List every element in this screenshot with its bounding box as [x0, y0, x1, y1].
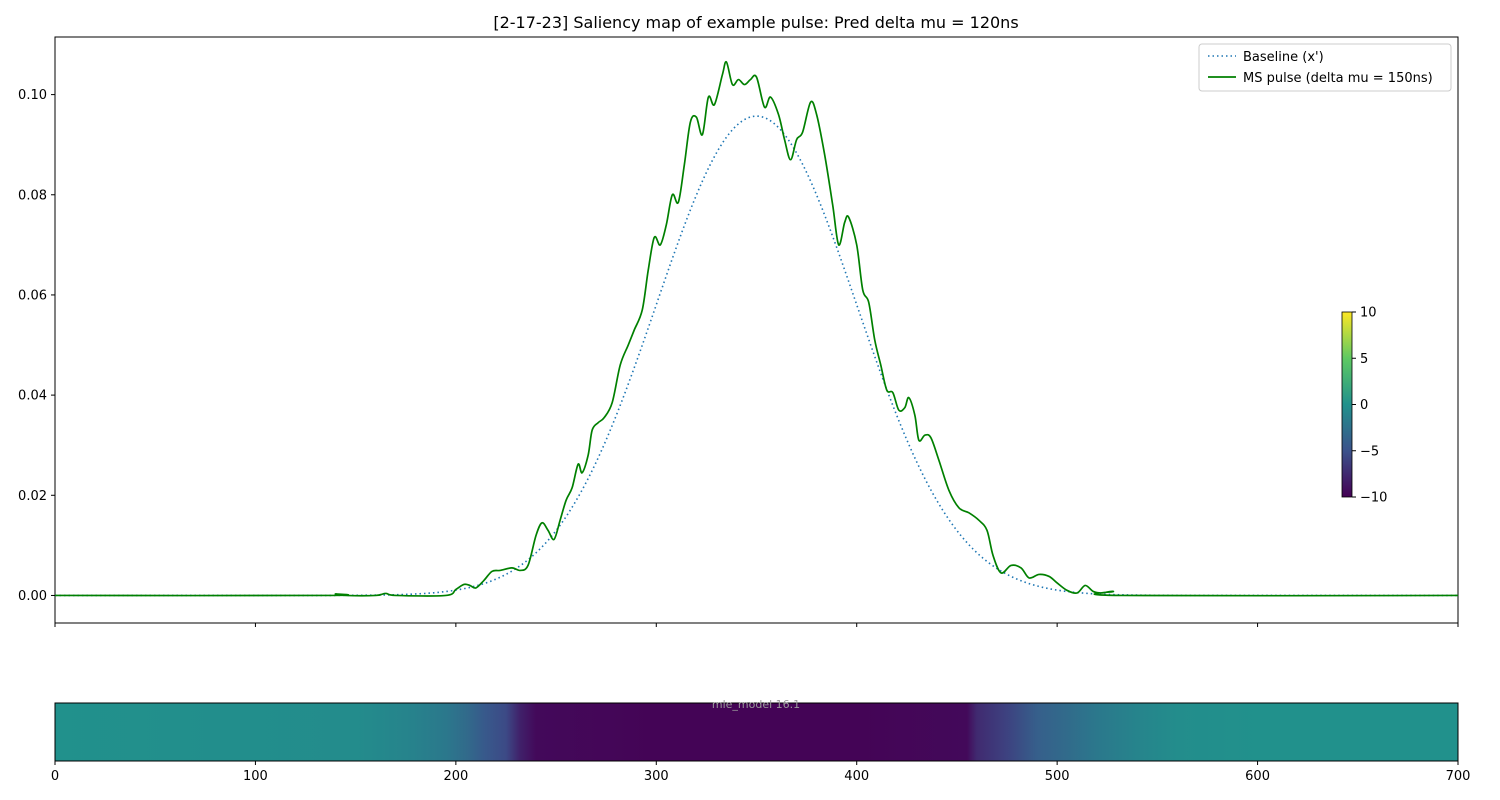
- y-tick-label: 0.00: [18, 589, 47, 604]
- y-tick-label: 0.02: [18, 489, 47, 504]
- colorbar-gradient: [1341, 311, 1353, 498]
- colorbar-tick-label: 10: [1360, 306, 1377, 321]
- x-tick-label: 600: [1245, 769, 1270, 784]
- legend-box: [1198, 43, 1452, 92]
- y-tick-label: 0.04: [18, 389, 47, 404]
- heatmap-overlay-text: mle_model 16.1: [712, 698, 800, 711]
- y-tick-label: 0.10: [18, 88, 47, 103]
- x-tick-label: 200: [443, 769, 468, 784]
- saliency-heatmap: [55, 703, 1458, 761]
- heatmap-frame: [54, 702, 1459, 762]
- saliency-heatmap-axes: mle_model 16.1 0 100 200 300 400 500 600 700: [51, 698, 1471, 784]
- plot-frame: [54, 36, 1459, 624]
- colorbar-tick-label: −5: [1360, 444, 1379, 459]
- x-axis-ticks-heatmap: 0 100 200 300 400 500 600 700: [51, 761, 1471, 784]
- colorbar: 10 5 0 −5 −10: [1341, 306, 1387, 506]
- chart-title: [2-17-23] Saliency map of example pulse:…: [493, 13, 1018, 32]
- legend-label-ms-pulse: MS pulse (delta mu = 150ns): [1243, 71, 1433, 86]
- x-axis-ticks-main: [54, 623, 1459, 627]
- legend: Baseline (x') MS pulse (delta mu = 150ns…: [1198, 43, 1452, 92]
- colorbar-tick-label: 0: [1360, 398, 1368, 413]
- x-tick-label: 0: [51, 769, 59, 784]
- colorbar-tick-label: −10: [1360, 491, 1387, 506]
- colorbar-tick-label: 5: [1360, 352, 1368, 367]
- y-tick-label: 0.06: [18, 288, 47, 303]
- x-tick-label: 100: [243, 769, 268, 784]
- ms-pulse-series-line: [55, 60, 1458, 597]
- legend-label-baseline: Baseline (x'): [1243, 50, 1324, 65]
- line-plot-axes: 0.00 0.02 0.04 0.06 0.08 0.10 Baseline (x') M…: [18, 36, 1459, 627]
- x-tick-label: 500: [1045, 769, 1070, 784]
- baseline-series-line: [55, 115, 1458, 597]
- x-tick-label: 300: [644, 769, 669, 784]
- y-tick-label: 0.08: [18, 188, 47, 203]
- y-axis-ticks: 0.00 0.02 0.04 0.06 0.08 0.10: [18, 88, 55, 604]
- colorbar-ticks: 10 5 0 −5 −10: [1352, 306, 1387, 506]
- x-tick-label: 400: [844, 769, 869, 784]
- x-tick-label: 700: [1446, 769, 1471, 784]
